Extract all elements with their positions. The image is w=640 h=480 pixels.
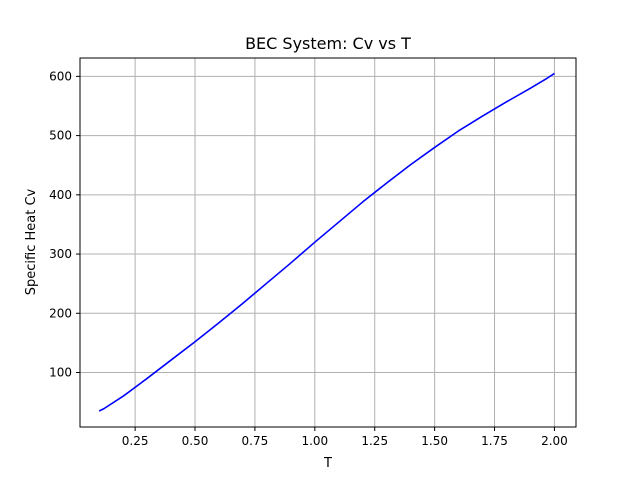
x-tick-label: 0.25: [122, 434, 149, 448]
x-tick-label: 1.00: [301, 434, 328, 448]
y-tick-label: 100: [49, 366, 72, 380]
x-tick-label: 0.75: [242, 434, 269, 448]
y-axis-label: Specific Heat Cv: [24, 188, 39, 295]
x-tick-label: 2.00: [541, 434, 568, 448]
y-tick-label: 200: [49, 306, 72, 320]
y-tick-label: 500: [49, 129, 72, 143]
x-axis-label: T: [323, 456, 332, 471]
y-axis-ticks: 100 200 300 400 500 600: [49, 69, 80, 380]
x-tick-label: 0.50: [182, 434, 209, 448]
x-tick-label: 1.75: [481, 434, 508, 448]
chart-title: BEC System: Cv vs T: [245, 34, 411, 53]
x-axis-ticks: 0.25 0.50 0.75 1.00 1.25 1.50 1.75 2.00: [122, 427, 568, 448]
series-line: [98, 72, 555, 412]
x-tick-label: 1.50: [421, 434, 448, 448]
series-layer: [98, 72, 555, 412]
y-tick-label: 300: [49, 247, 72, 261]
y-tick-label: 600: [49, 69, 72, 83]
y-tick-label: 400: [49, 188, 72, 202]
x-tick-label: 1.25: [361, 434, 388, 448]
grid: [80, 58, 576, 427]
plot-frame: [79, 57, 577, 428]
